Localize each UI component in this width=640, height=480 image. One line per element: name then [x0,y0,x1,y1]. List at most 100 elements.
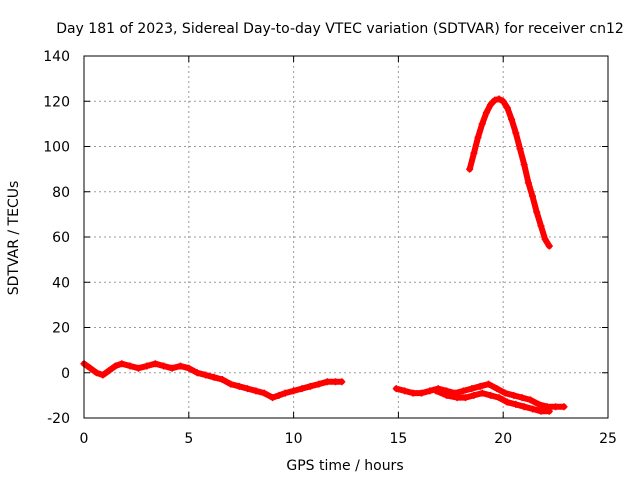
y-tick-label: 140 [43,49,70,65]
x-tick-label: 5 [184,431,193,447]
data-point [210,373,218,381]
y-tick-label: 80 [52,185,70,201]
data-point [93,369,101,377]
data-point [535,400,543,408]
data-point [459,387,467,395]
data-series-3 [432,387,553,415]
y-tick-label: 120 [43,94,70,110]
data-point [443,391,451,399]
data-point [252,387,260,395]
data-point [537,407,545,415]
data-point [243,385,251,393]
data-point [524,179,532,187]
data-point [495,394,503,402]
data-point [134,364,142,372]
data-point [185,364,193,372]
data-point [482,109,490,117]
x-tick-label: 15 [389,431,407,447]
data-point [495,95,503,103]
data-point [315,380,323,388]
y-tick-label: 20 [52,321,70,337]
y-tick-label: 60 [52,230,70,246]
data-point [118,360,126,368]
data-point [126,362,134,370]
data-point [332,378,340,386]
data-point [86,364,94,372]
data-point [176,362,184,370]
data-point [537,222,545,230]
data-layer [80,95,568,415]
data-point [151,360,159,368]
data-point [105,366,113,374]
y-axis-label: SDTVAR / TECUs [6,181,22,296]
data-point [323,378,331,386]
data-point [541,235,549,243]
data-point [461,394,469,402]
data-series-2 [392,380,568,411]
data-point [290,387,298,395]
x-tick-label: 10 [285,431,303,447]
x-tick-label: 0 [80,431,89,447]
data-point [493,385,501,393]
data-point [453,394,461,402]
data-point [533,208,541,216]
data-point [487,101,495,109]
data-point [218,376,226,384]
data-point [508,115,516,123]
data-point [529,405,537,413]
data-point [281,389,289,397]
data-point [235,382,243,390]
y-tick-label: -20 [47,411,70,427]
data-point [99,371,107,379]
data-point [466,165,474,173]
data-point [503,398,511,406]
data-point [487,391,495,399]
y-tick-label: 40 [52,275,70,291]
data-point [520,403,528,411]
data-point [432,387,440,395]
series-line [81,360,345,401]
grid-layer [84,56,608,418]
data-point [474,133,482,141]
data-point [478,389,486,397]
data-point [168,364,176,372]
data-point [275,391,283,399]
data-point [143,362,151,370]
data-point [426,387,434,395]
data-point [560,403,568,411]
x-tick-label: 20 [494,431,512,447]
data-point [503,104,511,112]
data-point [512,129,520,137]
data-point [516,145,524,153]
data-point [269,394,277,402]
data-point [518,394,526,402]
data-point [478,120,486,128]
data-point [510,391,518,399]
data-series-1 [80,360,346,402]
data-point [520,161,528,169]
data-point [227,380,235,388]
data-point [552,403,560,411]
data-point [501,389,509,397]
data-point [470,149,478,157]
data-point [111,362,119,370]
data-point [476,382,484,390]
data-point [485,380,493,388]
data-point [526,396,534,404]
data-point [470,391,478,399]
y-tick-label: 100 [43,140,70,156]
data-point [499,97,507,105]
tick-layer: 0 5 10 15 20 25 -20 0 20 40 60 80 100 120 140 [43,49,617,447]
data-point [298,385,306,393]
data-point [401,387,409,395]
data-point [160,362,168,370]
x-tick-label: 25 [599,431,617,447]
data-series-4 [466,95,553,250]
x-axis-label: GPS time / hours [286,458,403,474]
data-point [202,371,210,379]
chart-title: Day 181 of 2023, Sidereal Day-to-day VTE… [56,21,624,37]
data-point [260,389,268,397]
data-point [193,369,201,377]
